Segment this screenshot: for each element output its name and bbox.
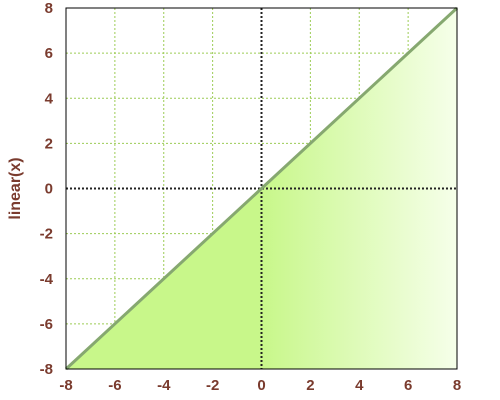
- y-tick-label: 4: [45, 90, 54, 107]
- x-tick-label: 2: [306, 377, 314, 394]
- y-tick-label: 2: [45, 135, 53, 152]
- y-tick-label: -4: [40, 271, 54, 288]
- x-tick-label: 8: [453, 377, 461, 394]
- x-tick-label: -2: [206, 377, 219, 394]
- y-tick-label: -8: [40, 361, 53, 378]
- x-tick-label: -4: [157, 377, 171, 394]
- x-tick-label: 4: [355, 377, 364, 394]
- y-tick-label: -2: [40, 226, 53, 243]
- x-tick-label: 6: [404, 377, 412, 394]
- x-tick-label: 0: [257, 377, 265, 394]
- y-axis-label: linear(x): [7, 157, 24, 219]
- series-line: [64, 6, 459, 371]
- x-tick-label: -8: [59, 377, 72, 394]
- y-tick-label: 0: [45, 181, 53, 198]
- x-axis-tick-labels: -8 -6 -4 -2 0 2 4 6 8: [59, 377, 461, 394]
- y-tick-label: -6: [40, 316, 53, 333]
- y-tick-label: 8: [45, 0, 53, 17]
- x-tick-label: -6: [108, 377, 121, 394]
- plot-frame: [65, 7, 458, 370]
- y-tick-label: 6: [45, 45, 53, 62]
- y-axis-tick-labels: -8 -6 -4 -2 0 2 4 6 8: [40, 0, 54, 378]
